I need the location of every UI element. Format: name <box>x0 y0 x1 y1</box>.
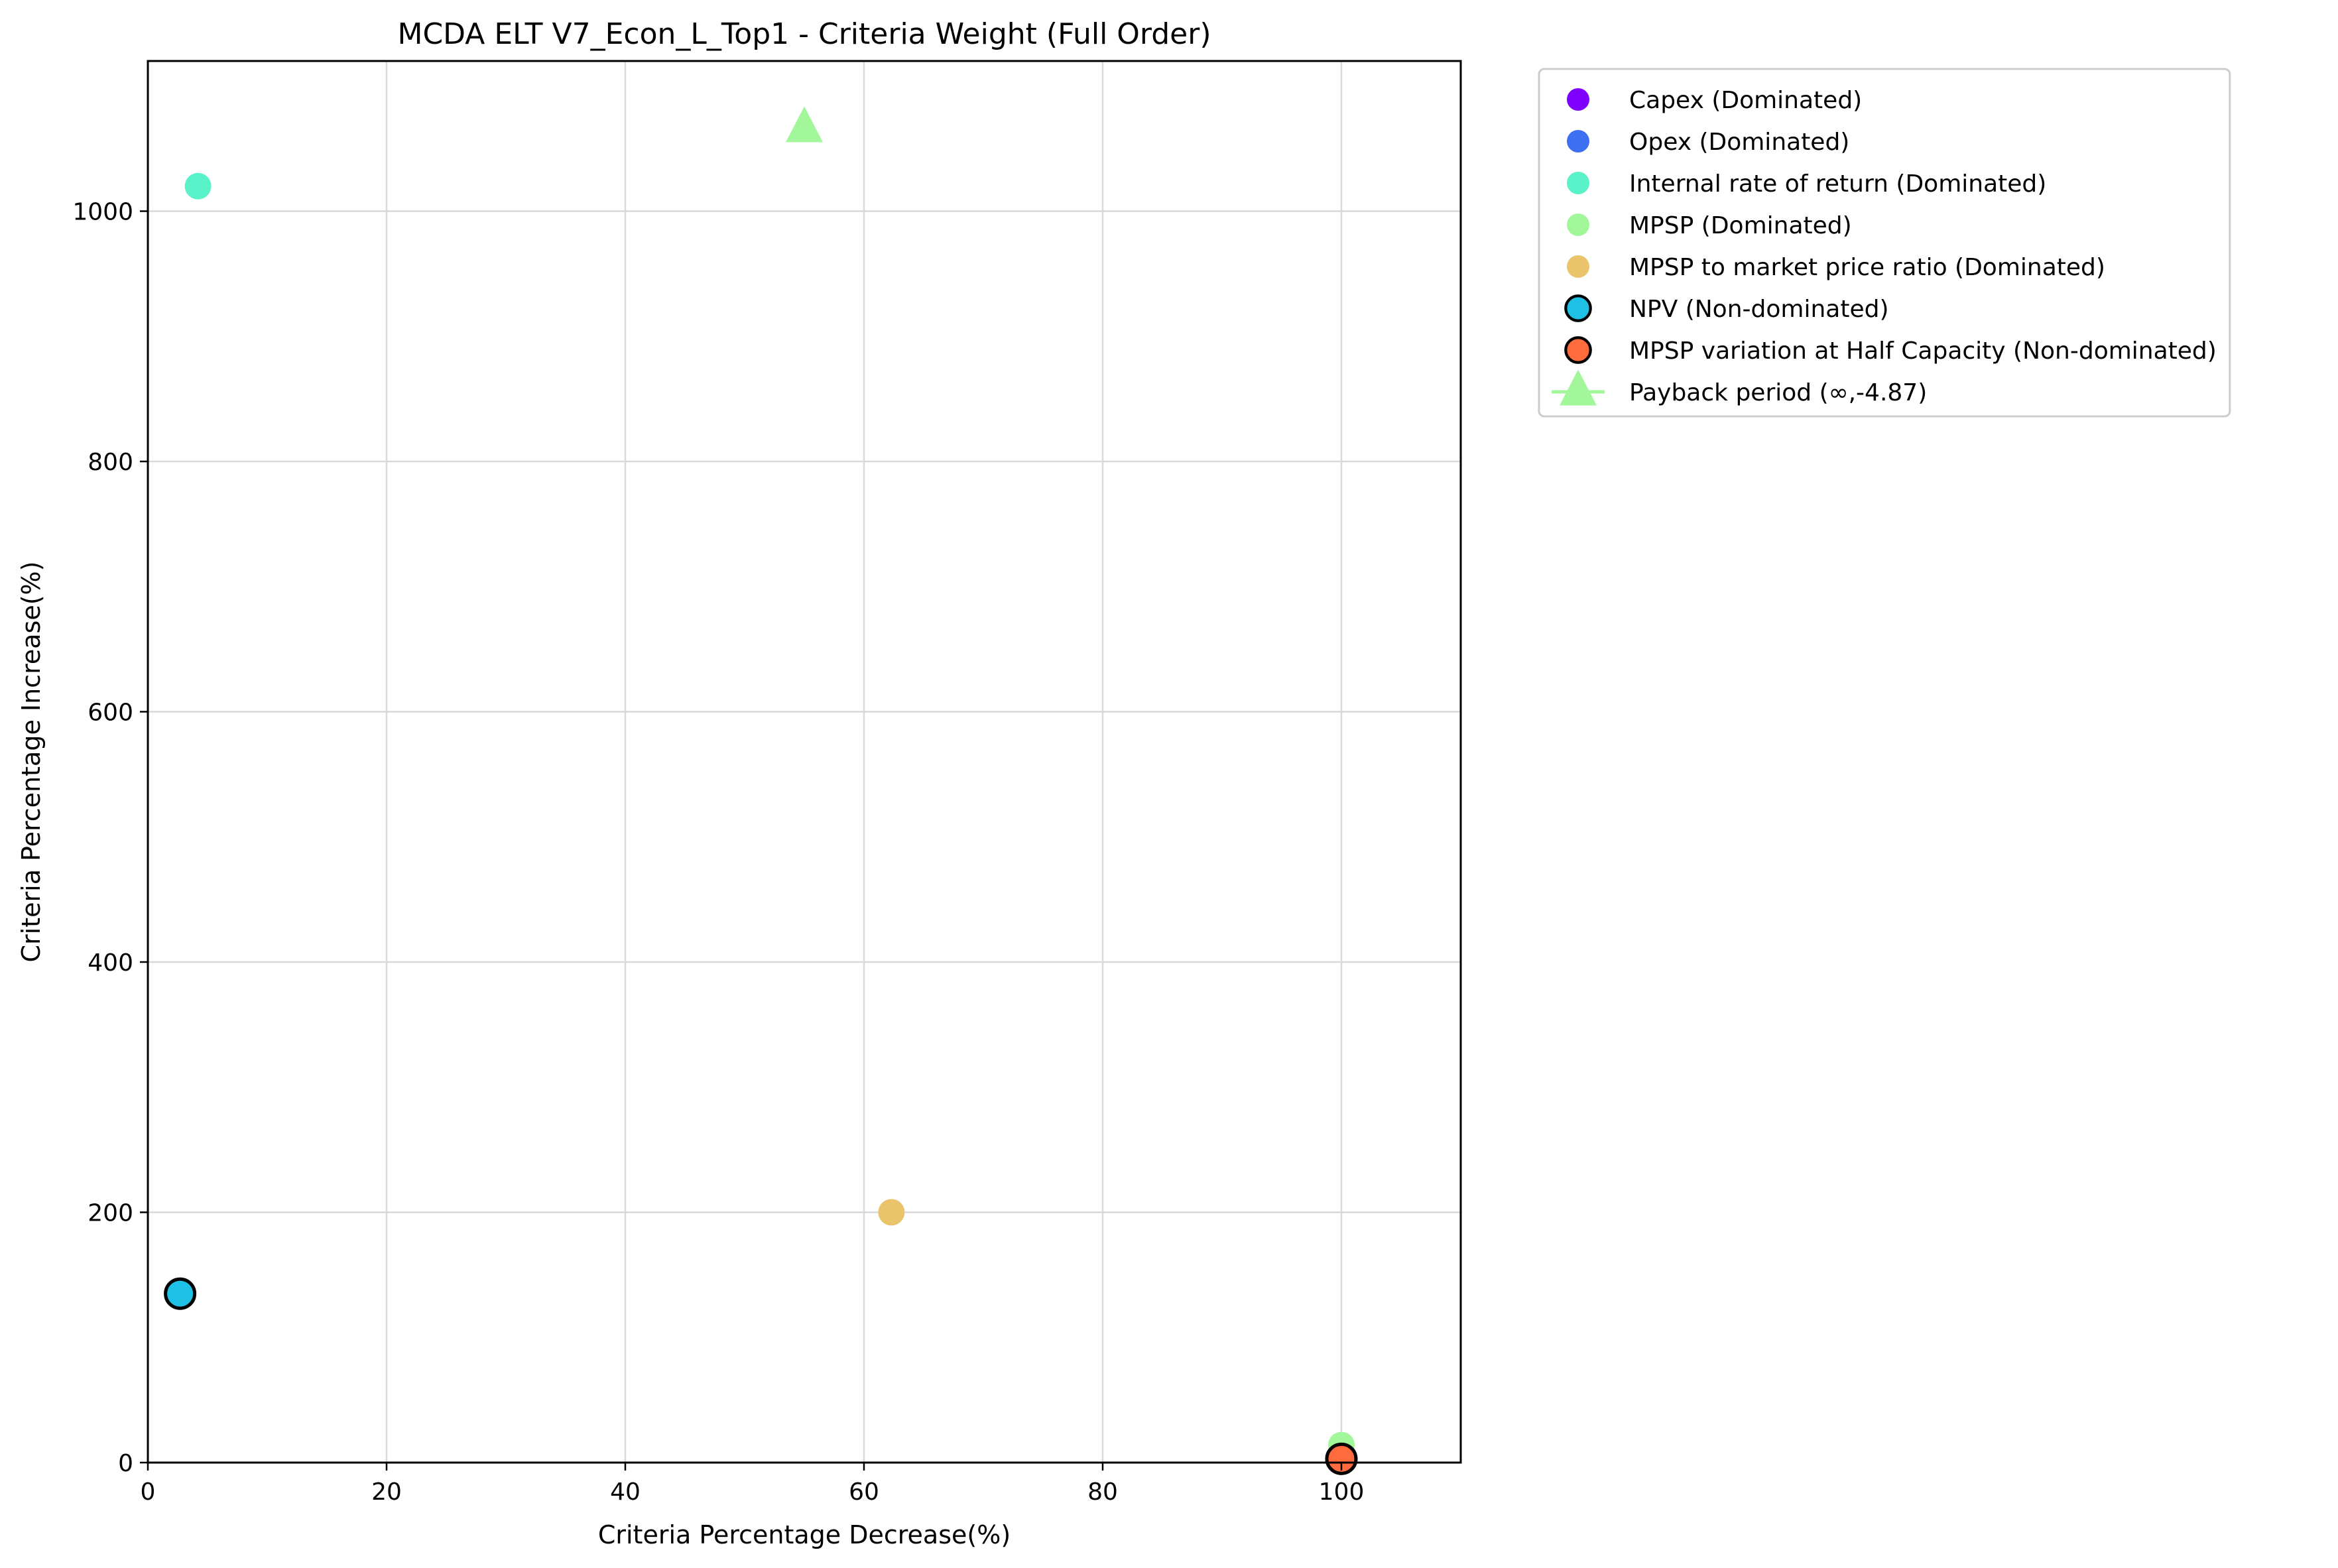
legend-marker <box>1564 336 1592 364</box>
legend-item: Opex (Dominated) <box>1567 129 1849 156</box>
legend-item: Internal rate of return (Dominated) <box>1567 170 2046 198</box>
legend-marker <box>1567 213 1589 236</box>
x-tick-label: 100 <box>1319 1478 1365 1506</box>
legend-marker <box>1567 172 1589 194</box>
legend-label: MPSP to market price ratio (Dominated) <box>1629 254 2105 281</box>
y-tick-label: 600 <box>88 699 133 727</box>
legend-item: Capex (Dominated) <box>1567 87 1862 114</box>
legend-items: Capex (Dominated) Opex (Dominated) Interna… <box>1552 87 2217 406</box>
y-tick-label: 400 <box>88 949 133 977</box>
data-point <box>878 1199 905 1226</box>
legend-marker <box>1567 130 1589 152</box>
legend-marker <box>1564 294 1592 322</box>
x-axis-label: Criteria Percentage Decrease(%) <box>598 1520 1011 1549</box>
legend-label: Capex (Dominated) <box>1629 87 1862 114</box>
legend-item: Payback period (∞,-4.87) <box>1552 369 1927 406</box>
legend-item: NPV (Non-dominated) <box>1564 294 1889 323</box>
x-tick-label: 80 <box>1087 1478 1118 1506</box>
data-point <box>1325 1442 1358 1475</box>
legend-item: MPSP (Dominated) <box>1567 212 1852 239</box>
legend-label: Internal rate of return (Dominated) <box>1629 170 2046 198</box>
legend-label: NPV (Non-dominated) <box>1629 296 1889 323</box>
legend-label: MPSP (Dominated) <box>1629 212 1852 239</box>
y-axis-label: Criteria Percentage Increase(%) <box>17 562 46 963</box>
legend-marker <box>1567 255 1589 278</box>
x-tick-label: 0 <box>141 1478 156 1506</box>
data-point <box>184 172 212 200</box>
x-tick-label: 20 <box>371 1478 402 1506</box>
legend-item: MPSP variation at Half Capacity (Non-dom… <box>1564 336 2217 365</box>
grid-lines <box>147 61 1461 1464</box>
x-tick-label: 60 <box>849 1478 879 1506</box>
legend-label: Payback period (∞,-4.87) <box>1629 379 1927 406</box>
legend-item: MPSP to market price ratio (Dominated) <box>1567 254 2105 281</box>
data-points <box>164 106 1358 1475</box>
legend-label: MPSP variation at Half Capacity (Non-dom… <box>1629 337 2217 365</box>
legend-box <box>1538 68 2231 418</box>
legend-marker <box>1567 88 1589 111</box>
legend-label: Opex (Dominated) <box>1629 129 1849 156</box>
chart-title: MCDA ELT V7_Econ_L_Top1 - Criteria Weigh… <box>398 17 1211 51</box>
data-point <box>164 1277 197 1310</box>
legend-marker <box>1560 369 1597 406</box>
plot-frame <box>147 60 1462 1464</box>
y-tick-label: 0 <box>118 1450 133 1477</box>
y-tick-label: 800 <box>88 449 133 476</box>
y-tick-label: 200 <box>88 1200 133 1227</box>
legend: Capex (Dominated) Opex (Dominated) Interna… <box>1538 68 2231 418</box>
y-tick-label: 1000 <box>72 199 133 226</box>
x-tick-label: 40 <box>610 1478 641 1506</box>
data-point <box>786 106 823 143</box>
